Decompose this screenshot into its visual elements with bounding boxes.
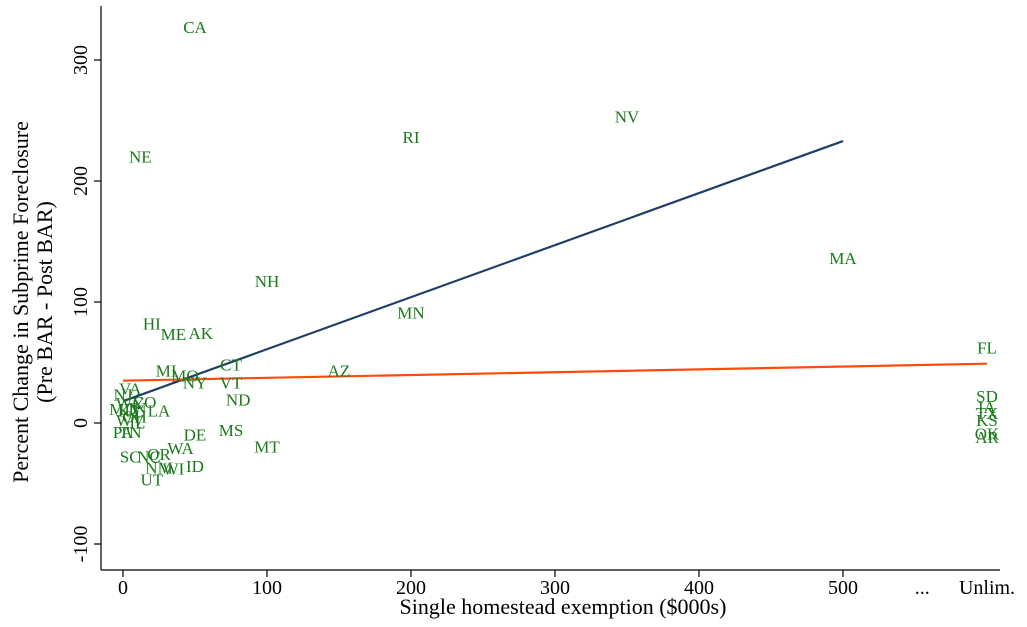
point-label-nj: NJ xyxy=(114,386,133,405)
point-label-nd: ND xyxy=(226,391,251,410)
point-label-mn: MN xyxy=(397,303,424,322)
plot-frame xyxy=(100,6,1000,571)
point-label-ia: IA xyxy=(978,398,997,417)
point-label-wv: WV xyxy=(116,411,145,430)
point-label-oh: OH xyxy=(122,407,147,426)
y-tick-label: 0 xyxy=(70,418,92,428)
point-label-ok: OK xyxy=(975,424,1000,443)
point-label-az: AZ xyxy=(328,361,351,380)
point-label-fl: FL xyxy=(977,338,997,357)
point-label-ny: NY xyxy=(183,374,208,393)
fit-lines xyxy=(122,140,988,403)
x-tick-label: Unlim. xyxy=(959,577,1015,599)
point-label-sd: SD xyxy=(976,387,998,406)
point-label-in: IN xyxy=(128,399,146,418)
point-label-la: LA xyxy=(148,401,171,420)
point-label-ne: NE xyxy=(129,147,152,166)
point-label-ma: MA xyxy=(829,249,857,268)
point-label-ca: CA xyxy=(183,18,207,37)
point-label-ks: KS xyxy=(976,411,998,430)
x-axis-ticks: 0 100 200 300 400 500... Unlim. xyxy=(118,570,1015,599)
point-label-ak: AK xyxy=(188,324,213,343)
point-label-mo: MO xyxy=(171,366,198,385)
x-tick-label: 400 xyxy=(684,577,714,599)
point-label-wa: WA xyxy=(167,439,194,458)
point-label-wy: WY xyxy=(116,394,144,413)
fit-line-blue xyxy=(122,140,844,403)
y-tick-label: 200 xyxy=(70,166,92,196)
point-label-mi: MI xyxy=(156,361,177,380)
y-axis-title-line1: Percent Change in Subprime Foreclosure xyxy=(8,121,33,483)
point-label-ky: KY xyxy=(118,401,143,420)
point-label-tn: TN xyxy=(119,423,142,442)
point-label-id: ID xyxy=(186,457,204,476)
point-label-ri: RI xyxy=(403,128,420,147)
point-label-hi: HI xyxy=(143,314,161,333)
y-tick-label: -100 xyxy=(70,526,92,563)
y-axis-ticks: -100 0 100 200 300 xyxy=(70,45,101,562)
point-label-ut: UT xyxy=(140,470,163,489)
point-label-co: CO xyxy=(133,393,157,412)
x-tick-label: 100 xyxy=(252,577,282,599)
x-tick-label: 0 xyxy=(118,577,128,599)
point-label-nh: NH xyxy=(255,272,280,291)
point-label-mt: MT xyxy=(254,438,280,457)
point-label-md: MD xyxy=(109,400,136,419)
x-tick-label: ... xyxy=(915,577,930,599)
point-label-il: IL xyxy=(129,414,145,433)
point-label-ms: MS xyxy=(219,421,244,440)
y-axis-title-line2: (Pre BAR - Post BAR) xyxy=(32,201,57,403)
point-label-ct: CT xyxy=(220,355,242,374)
point-label-sc: SC xyxy=(120,447,141,466)
point-label-tx: TX xyxy=(976,404,999,423)
point-label-me: ME xyxy=(161,325,187,344)
point-label-ar: AR xyxy=(975,428,999,447)
point-label-va: VA xyxy=(119,380,142,399)
x-axis-title: Single homestead exemption ($000s) xyxy=(400,594,727,619)
point-label-nv: NV xyxy=(615,107,640,126)
y-tick-label: 100 xyxy=(70,287,92,317)
fit-line-orange xyxy=(122,362,988,382)
point-label-pa: PA xyxy=(113,423,134,442)
x-tick-label: 200 xyxy=(396,577,426,599)
point-label-or: OR xyxy=(147,445,171,464)
x-tick-label: 300 xyxy=(540,577,570,599)
point-label-nm: NM xyxy=(145,458,172,477)
point-label-vt: VT xyxy=(220,374,243,393)
point-label-nc: NC xyxy=(137,447,161,466)
point-label-wi: WI xyxy=(163,459,185,478)
x-tick-label: 500 xyxy=(828,577,858,599)
point-label-de: DE xyxy=(184,426,207,445)
y-tick-label: 300 xyxy=(70,45,92,75)
